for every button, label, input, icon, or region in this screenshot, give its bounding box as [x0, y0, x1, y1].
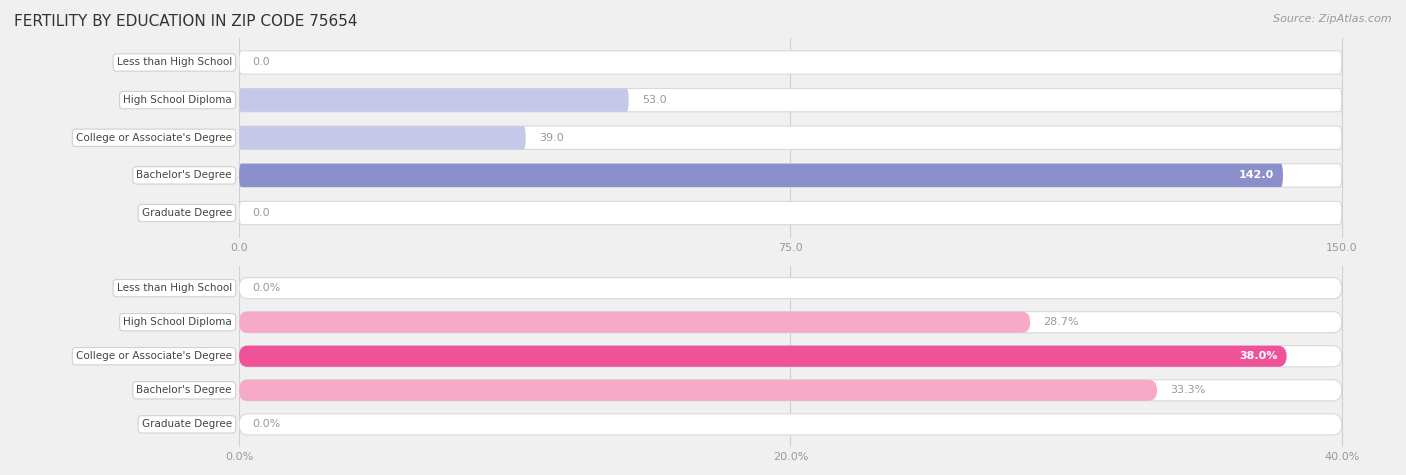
FancyBboxPatch shape	[239, 312, 1341, 333]
Text: College or Associate's Degree: College or Associate's Degree	[76, 351, 232, 361]
FancyBboxPatch shape	[239, 277, 1341, 299]
FancyBboxPatch shape	[239, 312, 1031, 333]
FancyBboxPatch shape	[239, 380, 1157, 401]
Text: 0.0: 0.0	[252, 208, 270, 218]
Text: 0.0: 0.0	[252, 57, 270, 67]
Text: College or Associate's Degree: College or Associate's Degree	[76, 133, 232, 143]
Text: Graduate Degree: Graduate Degree	[142, 419, 232, 429]
Text: 142.0: 142.0	[1239, 171, 1274, 180]
Text: Bachelor's Degree: Bachelor's Degree	[136, 385, 232, 395]
Text: Less than High School: Less than High School	[117, 283, 232, 293]
FancyBboxPatch shape	[239, 346, 1286, 367]
Text: 0.0%: 0.0%	[252, 419, 281, 429]
Text: 39.0: 39.0	[538, 133, 564, 143]
Text: FERTILITY BY EDUCATION IN ZIP CODE 75654: FERTILITY BY EDUCATION IN ZIP CODE 75654	[14, 14, 357, 29]
Text: 38.0%: 38.0%	[1240, 351, 1278, 361]
FancyBboxPatch shape	[239, 164, 1341, 187]
Text: High School Diploma: High School Diploma	[124, 95, 232, 105]
FancyBboxPatch shape	[239, 88, 1341, 112]
FancyBboxPatch shape	[239, 346, 1341, 367]
Text: 53.0: 53.0	[643, 95, 666, 105]
Text: 33.3%: 33.3%	[1170, 385, 1205, 395]
Text: 0.0%: 0.0%	[252, 283, 281, 293]
Text: Bachelor's Degree: Bachelor's Degree	[136, 171, 232, 180]
Text: Source: ZipAtlas.com: Source: ZipAtlas.com	[1274, 14, 1392, 24]
FancyBboxPatch shape	[239, 380, 1341, 401]
FancyBboxPatch shape	[239, 126, 526, 150]
FancyBboxPatch shape	[239, 88, 628, 112]
FancyBboxPatch shape	[239, 201, 1341, 225]
Text: Graduate Degree: Graduate Degree	[142, 208, 232, 218]
Text: Less than High School: Less than High School	[117, 57, 232, 67]
FancyBboxPatch shape	[239, 126, 1341, 150]
FancyBboxPatch shape	[239, 51, 1341, 74]
FancyBboxPatch shape	[239, 164, 1282, 187]
FancyBboxPatch shape	[239, 414, 1341, 435]
Text: 28.7%: 28.7%	[1043, 317, 1078, 327]
Text: High School Diploma: High School Diploma	[124, 317, 232, 327]
